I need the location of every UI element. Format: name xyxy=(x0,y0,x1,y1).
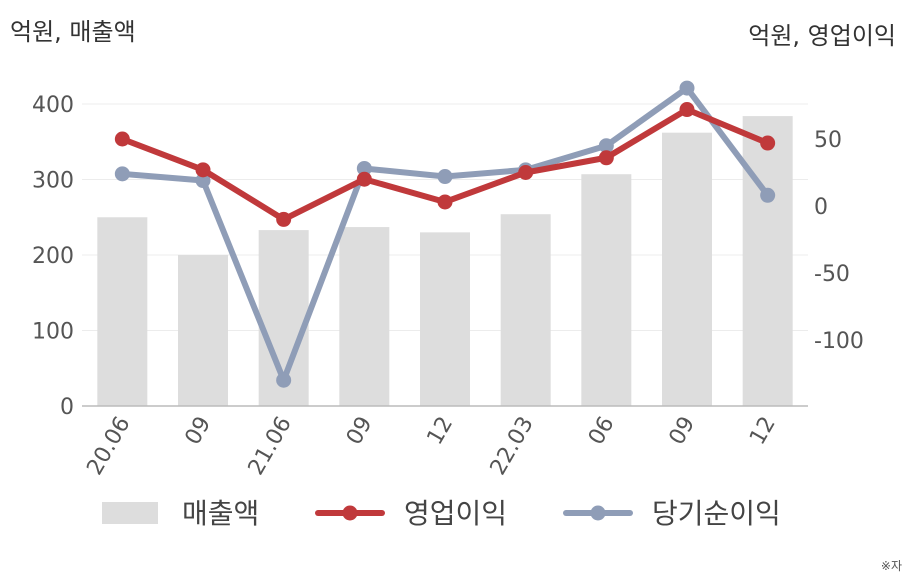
bar xyxy=(420,232,470,406)
point xyxy=(195,162,211,178)
right-axis-unit-label: 억원, 영업이익 xyxy=(748,22,896,50)
left-tick-label: 100 xyxy=(32,320,74,345)
point xyxy=(114,166,130,182)
legend-label: 영업이익 xyxy=(404,497,507,530)
left-tick-label: 300 xyxy=(32,169,74,194)
point xyxy=(437,169,453,185)
left-tick-label: 200 xyxy=(32,244,74,269)
right-tick-label: -100 xyxy=(814,329,864,354)
line-series xyxy=(114,80,776,388)
legend-label: 당기순이익 xyxy=(652,497,781,530)
point xyxy=(760,187,776,203)
right-tick-label: 0 xyxy=(814,195,828,220)
legend: 매출액 영업이익 당기순이익 xyxy=(102,497,781,530)
point xyxy=(598,138,614,154)
left-axis-unit-label: 억원, 매출액 xyxy=(10,18,136,46)
bar xyxy=(581,174,632,406)
x-tick-label: 09 xyxy=(665,413,701,450)
footnote: ※자 xyxy=(880,559,902,573)
point xyxy=(679,102,695,118)
x-tick-label: 06 xyxy=(584,413,620,450)
point xyxy=(760,135,776,151)
point xyxy=(518,165,534,180)
bar xyxy=(662,132,712,406)
left-tick-label: 400 xyxy=(32,93,74,118)
point xyxy=(679,80,695,96)
bar-series xyxy=(97,116,793,406)
bar xyxy=(178,255,228,406)
bar xyxy=(97,217,148,406)
legend-swatch-point xyxy=(590,505,606,521)
x-tick-label: 09 xyxy=(181,413,217,450)
bar xyxy=(339,227,390,406)
point xyxy=(276,211,292,227)
point xyxy=(195,173,211,189)
point xyxy=(114,131,130,147)
bar xyxy=(500,214,551,406)
point xyxy=(598,150,614,166)
right-tick-label: -50 xyxy=(814,262,850,287)
legend-swatch-bar xyxy=(102,502,158,524)
right-tick-label: 50 xyxy=(814,128,842,153)
point xyxy=(437,194,453,210)
point xyxy=(356,171,372,187)
x-tick-label: 20.06 xyxy=(82,413,135,480)
x-tick-label: 12 xyxy=(745,413,781,450)
point xyxy=(276,372,292,388)
legend-swatch-point xyxy=(342,505,358,521)
x-tick-label: 22.03 xyxy=(486,413,539,480)
left-tick-label: 0 xyxy=(60,395,74,420)
x-tick-label: 12 xyxy=(423,413,459,450)
point xyxy=(356,160,372,176)
x-tick-label: 21.06 xyxy=(244,413,297,480)
legend-label: 매출액 xyxy=(182,497,259,530)
bar xyxy=(742,116,793,406)
x-tick-label: 09 xyxy=(342,413,378,450)
